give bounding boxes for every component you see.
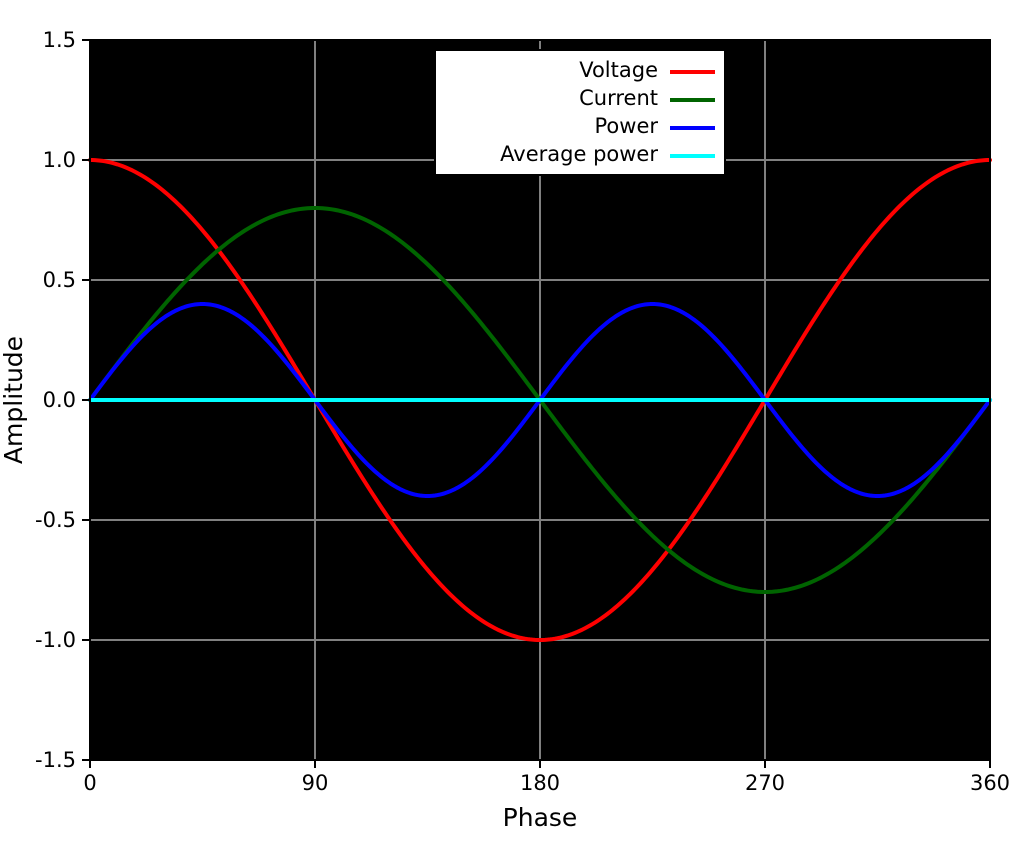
- y-tick-label: 1.5: [43, 28, 76, 52]
- legend-label-avg_power: Average power: [500, 142, 658, 166]
- legend-label-voltage: Voltage: [579, 58, 658, 82]
- y-tick-label: 0.0: [43, 388, 76, 412]
- y-tick-label: -1.0: [35, 628, 76, 652]
- x-tick-label: 270: [745, 771, 785, 795]
- y-tick-label: 1.0: [43, 148, 76, 172]
- y-tick-label: -1.5: [35, 748, 76, 772]
- ac-power-chart: 0 90 180 270 360 -1.5 -1.0 -0.5 0.0 0.5 1.0 1.5 Phas…: [0, 0, 1024, 844]
- chart-svg: 0 90 180 270 360 -1.5 -1.0 -0.5 0.0 0.5 1.0 1.5 Phas…: [0, 0, 1024, 844]
- x-tick-label: 360: [970, 771, 1010, 795]
- y-tick-label: 0.5: [43, 268, 76, 292]
- x-tick-label: 180: [520, 771, 560, 795]
- legend-label-power: Power: [595, 114, 659, 138]
- x-tick-label: 90: [302, 771, 329, 795]
- y-tick-label: -0.5: [35, 508, 76, 532]
- legend-label-current: Current: [579, 86, 658, 110]
- y-axis-label: Amplitude: [0, 336, 28, 464]
- legend: Voltage Current Power Average power: [435, 50, 725, 175]
- x-tick-label: 0: [83, 771, 96, 795]
- x-axis-label: Phase: [503, 803, 578, 832]
